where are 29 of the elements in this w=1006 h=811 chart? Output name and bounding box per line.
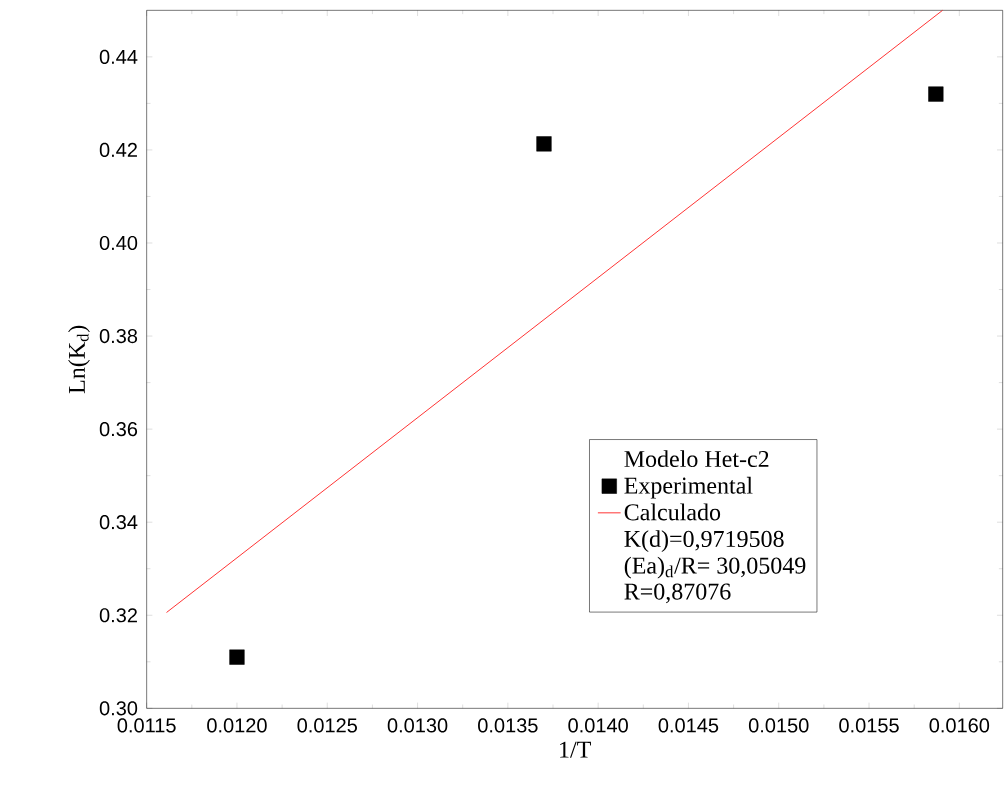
y-tick-label: 0.44 (99, 49, 138, 64)
y-axis-title: Ln(K$_{d}$) (68, 325, 90, 394)
x-tick-label: 0.0130 (387, 718, 448, 733)
x-axis-title: 1/T (560, 741, 591, 758)
x-tick-label: 0.0140 (568, 718, 628, 733)
y-tick-label: 0.34 (99, 515, 138, 530)
x-tick-label: 0.0125 (297, 718, 357, 733)
x-tick-label: 0.0150 (748, 718, 809, 733)
x-tick-label: 0.0160 (929, 718, 990, 733)
legend-label: Calculado (624, 503, 721, 521)
y-tick-label: 0.38 (99, 328, 138, 344)
x-tick-label: 0.0135 (478, 718, 538, 733)
legend-title: Modelo Het-c2 (624, 450, 769, 468)
x-tick-label: 0.0155 (839, 718, 899, 733)
point (229, 649, 245, 665)
x-tick-label: 0.0120 (207, 718, 267, 733)
x-tick-label: 0.0145 (658, 718, 719, 733)
y-tick-label: 0.40 (99, 235, 138, 251)
annotation: K(d)=0,9719508 (624, 530, 784, 552)
y-tick-label: 0.42 (99, 142, 137, 157)
point (928, 86, 944, 102)
y-tick-label: 0.36 (99, 422, 138, 437)
y-tick-label: 0.32 (99, 608, 137, 623)
annotation: R=0,87076 (624, 583, 731, 604)
annotation: (Ea)$_{d}$/R= 30,05049 (624, 556, 806, 579)
y-tick-label: 0.30 (99, 701, 138, 716)
legend-label: Experimental (624, 476, 753, 499)
point (536, 136, 552, 152)
x-tick-label: 0.0115 (117, 718, 176, 733)
